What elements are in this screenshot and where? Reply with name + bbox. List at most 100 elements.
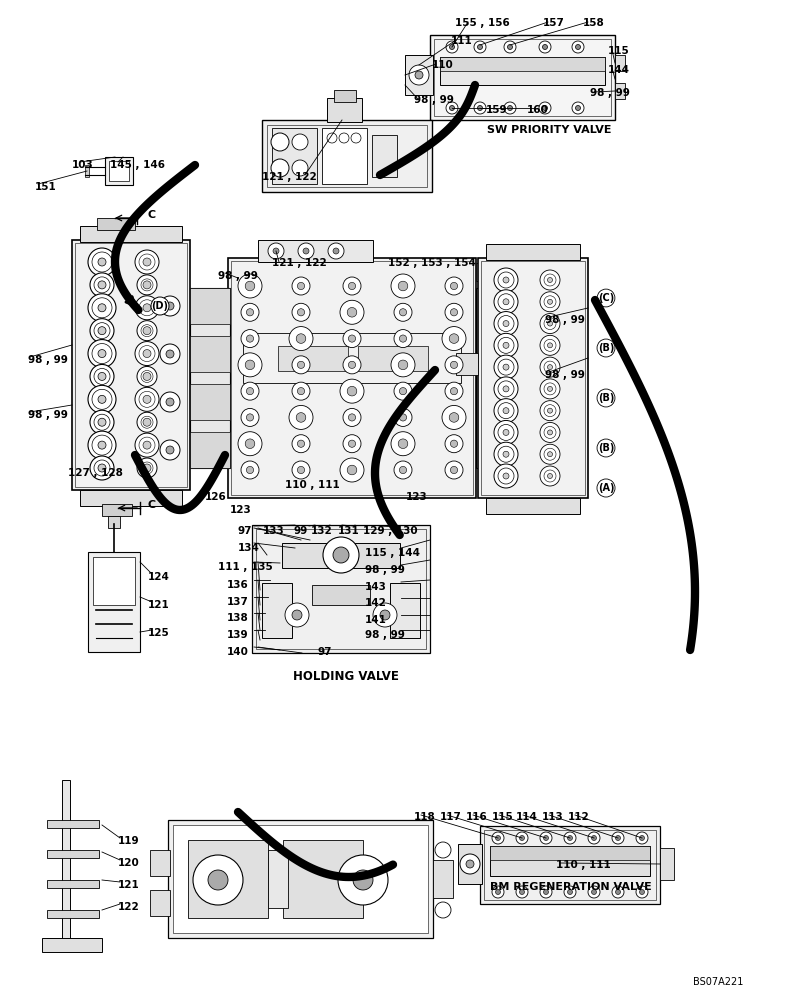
- Text: 99: 99: [293, 526, 307, 536]
- Circle shape: [588, 886, 600, 898]
- Text: 112: 112: [568, 812, 590, 822]
- Circle shape: [289, 327, 313, 351]
- Text: 131: 131: [338, 526, 360, 536]
- Text: 116: 116: [466, 812, 488, 822]
- Circle shape: [143, 350, 151, 358]
- Bar: [322, 128, 367, 184]
- Circle shape: [494, 442, 518, 466]
- Circle shape: [88, 385, 116, 413]
- Circle shape: [285, 603, 309, 627]
- Circle shape: [494, 333, 518, 357]
- Circle shape: [460, 854, 480, 874]
- Circle shape: [343, 356, 361, 374]
- Bar: [440, 57, 605, 71]
- Bar: [190, 384, 230, 420]
- Circle shape: [349, 440, 356, 447]
- Circle shape: [90, 456, 114, 480]
- Bar: [258, 240, 373, 262]
- Circle shape: [347, 465, 357, 475]
- Circle shape: [94, 323, 110, 339]
- Circle shape: [503, 277, 509, 283]
- Circle shape: [139, 300, 155, 316]
- Text: 122: 122: [118, 902, 140, 912]
- Text: 126: 126: [205, 492, 226, 502]
- Circle shape: [503, 299, 509, 305]
- Circle shape: [241, 461, 259, 479]
- Circle shape: [292, 461, 310, 479]
- Circle shape: [241, 303, 259, 321]
- Text: 129 , 130: 129 , 130: [363, 526, 418, 536]
- Circle shape: [141, 279, 153, 291]
- Circle shape: [547, 452, 553, 457]
- Circle shape: [143, 464, 151, 472]
- Text: 115 , 144: 115 , 144: [365, 548, 420, 558]
- Circle shape: [246, 335, 254, 342]
- Circle shape: [504, 102, 516, 114]
- Circle shape: [298, 440, 305, 447]
- Circle shape: [615, 890, 621, 894]
- Text: BM REGENERATION VALVE: BM REGENERATION VALVE: [490, 882, 652, 892]
- Circle shape: [141, 325, 153, 337]
- Text: 138: 138: [227, 613, 249, 623]
- Circle shape: [492, 886, 504, 898]
- Text: 152 , 153 , 154: 152 , 153 , 154: [388, 258, 476, 268]
- Circle shape: [298, 466, 305, 474]
- Text: 124: 124: [148, 572, 170, 582]
- Circle shape: [268, 243, 284, 259]
- Text: 98 , 99: 98 , 99: [28, 355, 68, 365]
- Circle shape: [612, 886, 624, 898]
- Circle shape: [98, 464, 106, 472]
- Bar: [358, 346, 428, 371]
- Circle shape: [494, 355, 518, 379]
- Circle shape: [519, 890, 525, 894]
- Circle shape: [135, 387, 159, 411]
- Text: (B): (B): [598, 343, 614, 353]
- Circle shape: [445, 356, 463, 374]
- Circle shape: [547, 321, 553, 326]
- Circle shape: [246, 466, 254, 474]
- Bar: [190, 330, 212, 352]
- Circle shape: [519, 836, 525, 840]
- Circle shape: [445, 303, 463, 321]
- Circle shape: [498, 294, 514, 310]
- Bar: [190, 336, 230, 372]
- Circle shape: [544, 274, 556, 286]
- Circle shape: [238, 353, 262, 377]
- Circle shape: [398, 439, 408, 449]
- Circle shape: [540, 466, 560, 486]
- Circle shape: [271, 133, 289, 151]
- Circle shape: [292, 303, 310, 321]
- Circle shape: [137, 458, 157, 478]
- Circle shape: [246, 388, 254, 395]
- Bar: [231, 261, 473, 495]
- Bar: [47, 820, 99, 828]
- Circle shape: [639, 890, 645, 894]
- Circle shape: [88, 340, 116, 368]
- Text: 118: 118: [414, 812, 436, 822]
- Circle shape: [540, 335, 560, 355]
- Bar: [93, 557, 135, 605]
- Text: 110 , 111: 110 , 111: [285, 480, 340, 490]
- Bar: [615, 55, 625, 71]
- Circle shape: [474, 102, 486, 114]
- Circle shape: [492, 832, 504, 844]
- Text: 98 , 99: 98 , 99: [414, 95, 454, 105]
- Text: 98 , 99: 98 , 99: [28, 410, 68, 420]
- Text: 119: 119: [118, 836, 140, 846]
- Circle shape: [353, 870, 373, 890]
- Text: 141: 141: [365, 615, 387, 625]
- Circle shape: [567, 890, 573, 894]
- Circle shape: [135, 342, 159, 366]
- Circle shape: [292, 382, 310, 400]
- Text: (B): (B): [598, 393, 614, 403]
- Circle shape: [450, 440, 458, 447]
- Bar: [278, 346, 348, 371]
- Circle shape: [245, 360, 254, 370]
- Circle shape: [139, 346, 155, 362]
- Circle shape: [339, 133, 349, 143]
- Circle shape: [340, 379, 364, 403]
- Circle shape: [498, 381, 514, 397]
- Circle shape: [540, 270, 560, 290]
- Text: (C): (C): [598, 293, 614, 303]
- Circle shape: [143, 258, 151, 266]
